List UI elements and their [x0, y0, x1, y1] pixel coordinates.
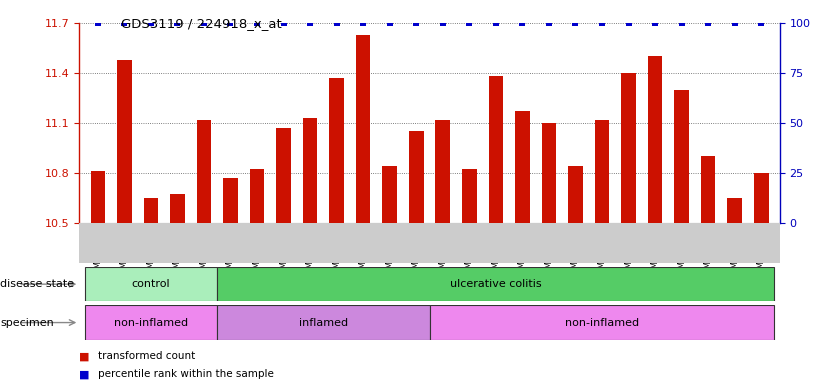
Bar [143, 198, 158, 223]
Point [409, 20, 423, 26]
Text: inflamed: inflamed [299, 318, 348, 328]
Bar [595, 119, 610, 223]
Point [118, 20, 131, 26]
Point [701, 20, 715, 26]
Point [198, 20, 211, 26]
Bar [249, 169, 264, 223]
Bar [675, 89, 689, 223]
Bar [621, 73, 636, 223]
Bar [383, 166, 397, 223]
Bar [117, 60, 132, 223]
Point [436, 20, 450, 26]
Point [542, 20, 555, 26]
Text: control: control [132, 279, 170, 289]
Point [91, 20, 104, 26]
Point [515, 20, 529, 26]
Bar [329, 78, 344, 223]
Bar [356, 35, 370, 223]
Bar [430, 305, 775, 340]
Bar [91, 171, 105, 223]
Text: disease state: disease state [0, 279, 74, 289]
Bar [435, 119, 450, 223]
Point [569, 20, 582, 26]
Bar [541, 123, 556, 223]
Point [356, 20, 369, 26]
Text: non-inflamed: non-inflamed [113, 318, 188, 328]
Point [490, 20, 503, 26]
Point [463, 20, 476, 26]
Point [622, 20, 636, 26]
Bar [568, 166, 583, 223]
Point [728, 20, 741, 26]
Bar [754, 173, 768, 223]
Bar [409, 131, 424, 223]
Point [648, 20, 661, 26]
Point [595, 20, 609, 26]
Bar [515, 111, 530, 223]
Point [755, 20, 768, 26]
Bar [727, 198, 742, 223]
Point [383, 20, 396, 26]
Bar [224, 178, 238, 223]
Point [250, 20, 264, 26]
Bar [217, 267, 775, 301]
Point [330, 20, 344, 26]
Point [144, 20, 158, 26]
Text: ■: ■ [79, 351, 90, 361]
Bar [84, 267, 217, 301]
Point [224, 20, 237, 26]
Bar [701, 156, 716, 223]
Bar [197, 119, 211, 223]
Text: ulcerative colitis: ulcerative colitis [450, 279, 541, 289]
Bar [303, 118, 318, 223]
Bar [170, 194, 184, 223]
Text: percentile rank within the sample: percentile rank within the sample [98, 369, 274, 379]
Point [304, 20, 317, 26]
Point [675, 20, 688, 26]
Text: specimen: specimen [0, 318, 53, 328]
Text: GDS3119 / 224918_x_at: GDS3119 / 224918_x_at [121, 17, 282, 30]
Point [277, 20, 290, 26]
Bar [276, 128, 291, 223]
Bar [217, 305, 430, 340]
Text: transformed count: transformed count [98, 351, 195, 361]
Bar [84, 305, 217, 340]
Bar [648, 56, 662, 223]
Text: non-inflamed: non-inflamed [565, 318, 639, 328]
Bar [489, 76, 503, 223]
Bar [462, 169, 476, 223]
Text: ■: ■ [79, 369, 90, 379]
Point [171, 20, 184, 26]
